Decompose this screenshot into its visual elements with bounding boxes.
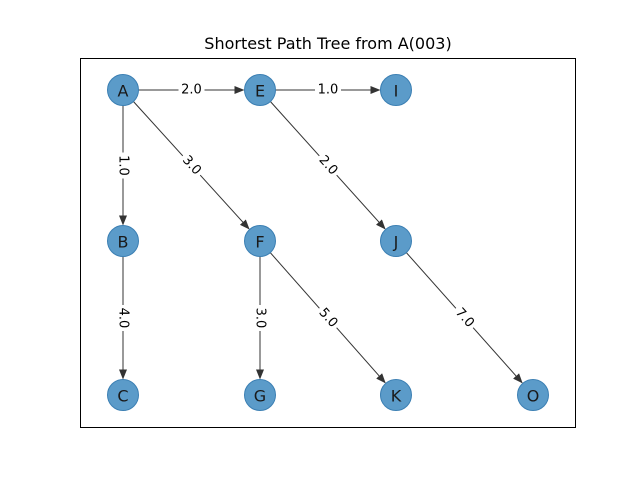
node-label-f: F [255,233,264,252]
node-a [107,74,139,106]
nodes-layer: A E I B F J C G K O [107,74,549,411]
node-c [107,379,139,411]
edge-weight-label: 2.0 [181,83,202,98]
edge-label-group: 2.0 [313,150,343,181]
edge-label-group: 1.0 [115,152,131,179]
edge-label-background [176,150,207,181]
node-label-e: E [255,82,265,101]
node-i [380,74,412,106]
edge-label-background [313,302,343,334]
plot-frame [80,58,576,428]
node-label-b: B [118,233,129,252]
edge-label-group: 3.0 [252,305,268,331]
node-label-a: A [118,82,129,101]
edge-label-background [252,305,268,331]
node-label-g: G [254,387,266,406]
node-j [380,225,412,257]
edge-label-background [178,82,205,98]
edge-label-background [449,302,480,334]
node-e [244,74,276,106]
edges-layer [119,86,523,384]
edge-weight-label: 1.0 [116,155,131,176]
edge-label-group: 3.0 [176,150,207,181]
edge-label-background [115,152,131,179]
node-label-o: O [527,387,540,406]
edge-label-background [115,305,131,331]
edge-weight-label: 4.0 [116,308,131,329]
node-label-j: J [393,233,399,252]
node-b [107,225,139,257]
edge-label-background [313,150,343,181]
edge-label-group: 5.0 [313,302,343,334]
node-label-c: C [117,387,128,406]
diagram-title: Shortest Path Tree from A(003) [204,34,451,53]
edge-label-group: 4.0 [115,305,131,331]
edge-label-background [315,82,341,98]
edge-weight-label: 1.0 [318,83,339,98]
node-label-i: I [394,82,399,101]
edge-label-group: 1.0 [315,82,341,98]
node-g [244,379,276,411]
edge-label-group: 2.0 [178,82,205,98]
node-f [244,225,276,257]
edge-label-group: 7.0 [449,302,480,334]
node-k [380,379,412,411]
edge-labels-layer: 2.0 1.0 1.0 3.0 2.0 4.0 3.0 5.0 7.0 [115,82,480,334]
edge-weight-label: 3.0 [253,308,268,329]
node-label-k: K [391,387,402,406]
node-o [517,379,549,411]
